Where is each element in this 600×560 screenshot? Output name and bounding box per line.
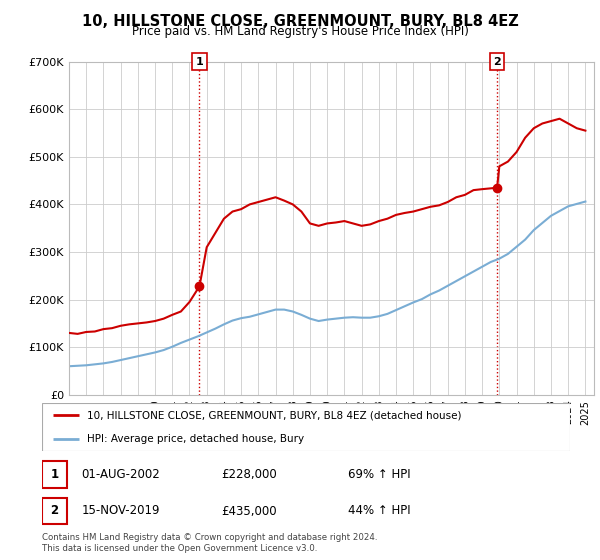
Text: Price paid vs. HM Land Registry's House Price Index (HPI): Price paid vs. HM Land Registry's House … <box>131 25 469 38</box>
Text: £228,000: £228,000 <box>221 468 277 481</box>
Text: 10, HILLSTONE CLOSE, GREENMOUNT, BURY, BL8 4EZ: 10, HILLSTONE CLOSE, GREENMOUNT, BURY, B… <box>82 14 518 29</box>
Text: 2: 2 <box>493 57 501 67</box>
Text: 69% ↑ HPI: 69% ↑ HPI <box>348 468 411 481</box>
Text: 1: 1 <box>50 468 59 481</box>
Bar <box>42 461 67 488</box>
Text: £435,000: £435,000 <box>221 505 277 517</box>
Bar <box>42 498 67 524</box>
Text: 2: 2 <box>50 505 59 517</box>
Text: HPI: Average price, detached house, Bury: HPI: Average price, detached house, Bury <box>87 434 304 444</box>
Text: 15-NOV-2019: 15-NOV-2019 <box>82 505 160 517</box>
Text: 1: 1 <box>196 57 203 67</box>
Text: 10, HILLSTONE CLOSE, GREENMOUNT, BURY, BL8 4EZ (detached house): 10, HILLSTONE CLOSE, GREENMOUNT, BURY, B… <box>87 410 461 420</box>
Text: 44% ↑ HPI: 44% ↑ HPI <box>348 505 411 517</box>
Text: Contains HM Land Registry data © Crown copyright and database right 2024.
This d: Contains HM Land Registry data © Crown c… <box>42 533 377 553</box>
Text: 01-AUG-2002: 01-AUG-2002 <box>82 468 160 481</box>
